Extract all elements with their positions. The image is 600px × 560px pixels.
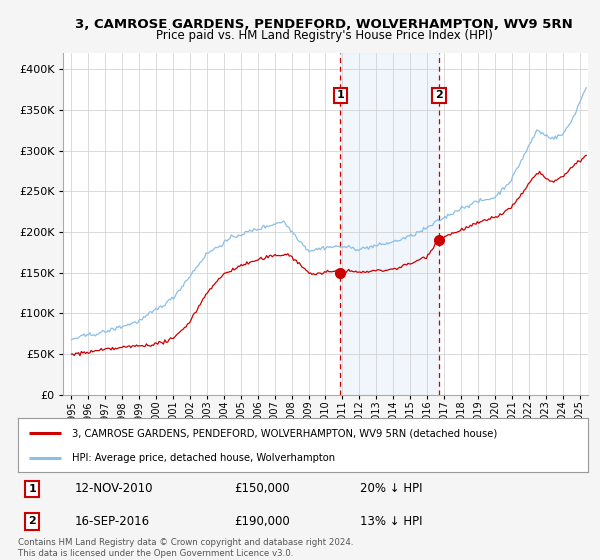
Text: 3, CAMROSE GARDENS, PENDEFORD, WOLVERHAMPTON, WV9 5RN: 3, CAMROSE GARDENS, PENDEFORD, WOLVERHAM… — [75, 18, 573, 31]
Text: 3, CAMROSE GARDENS, PENDEFORD, WOLVERHAMPTON, WV9 5RN (detached house): 3, CAMROSE GARDENS, PENDEFORD, WOLVERHAM… — [72, 428, 497, 438]
Text: 12-NOV-2010: 12-NOV-2010 — [75, 482, 154, 496]
Text: 20% ↓ HPI: 20% ↓ HPI — [360, 482, 422, 496]
Bar — [340, 53, 439, 395]
Text: This data is licensed under the Open Government Licence v3.0.: This data is licensed under the Open Gov… — [18, 549, 293, 558]
Text: 1: 1 — [337, 91, 344, 100]
Text: Price paid vs. HM Land Registry's House Price Index (HPI): Price paid vs. HM Land Registry's House … — [155, 29, 493, 42]
Text: £150,000: £150,000 — [235, 482, 290, 496]
Text: 16-SEP-2016: 16-SEP-2016 — [75, 515, 150, 528]
Text: Contains HM Land Registry data © Crown copyright and database right 2024.: Contains HM Land Registry data © Crown c… — [18, 538, 353, 547]
Text: 2: 2 — [28, 516, 36, 526]
Text: £190,000: £190,000 — [235, 515, 290, 528]
Text: 13% ↓ HPI: 13% ↓ HPI — [360, 515, 422, 528]
Text: 1: 1 — [28, 484, 36, 494]
Text: 2: 2 — [435, 91, 443, 100]
Text: HPI: Average price, detached house, Wolverhampton: HPI: Average price, detached house, Wolv… — [72, 453, 335, 463]
